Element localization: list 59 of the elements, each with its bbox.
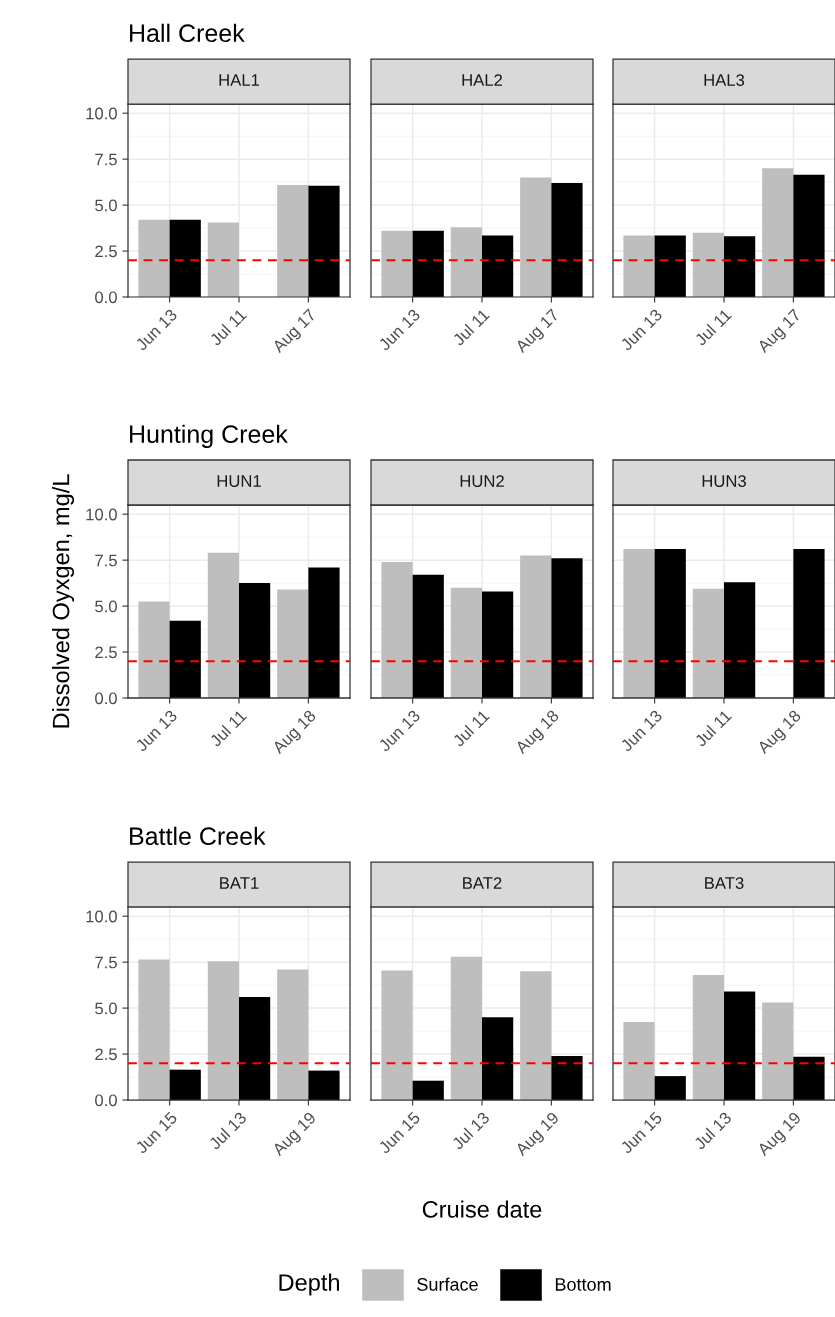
y-tick-label: 10.0 <box>86 508 117 521</box>
text: Hunting Creek <box>130 424 288 448</box>
x-tick-label: Jul 11 <box>208 307 248 347</box>
x-tick-label: Jul 11 <box>208 708 248 748</box>
x-tick-label: Jun 13 <box>377 308 421 352</box>
x-tick-label: Jun 13 <box>619 308 663 352</box>
text: Hall Creek <box>130 23 245 43</box>
text: Battle Creek <box>130 826 266 846</box>
chart-title: HAL3 <box>704 74 745 86</box>
x-tick-label: Jul 13 <box>450 1110 491 1151</box>
x-tick-label: Jun 15 <box>134 1111 178 1155</box>
x-tick-label: Aug 19 <box>756 1111 804 1159</box>
chart-title: BAT2 <box>463 877 502 889</box>
x-tick-label: Aug 19 <box>514 1111 562 1159</box>
y-tick-label: 7.5 <box>95 956 117 969</box>
chart-title: HAL1 <box>219 74 260 86</box>
y-tick-label: 5.0 <box>95 600 117 613</box>
y-tick-label: 5.0 <box>95 1002 117 1015</box>
chart-title: BAT3 <box>705 877 744 889</box>
y-tick-label: 0.0 <box>95 291 117 304</box>
y-tick-label: 2.5 <box>95 1048 117 1061</box>
x-tick-label: Aug 18 <box>756 709 804 757</box>
x-tick-label: Jun 13 <box>134 308 178 352</box>
x-tick-label: Aug 18 <box>514 709 562 757</box>
x-tick-label: Jul 11 <box>693 708 733 748</box>
chart-title: HAL2 <box>462 74 503 86</box>
legend-label: Bottom <box>555 1278 611 1291</box>
y-tick-label: 10.0 <box>86 107 117 120</box>
x-tick-label: Aug 17 <box>514 308 562 356</box>
x-axis-title: Cruise date <box>422 1200 542 1218</box>
y-tick-label: 0.0 <box>95 1094 117 1107</box>
y-tick-label: 10.0 <box>86 910 117 923</box>
x-tick-label: Jun 15 <box>619 1111 663 1155</box>
x-tick-label: Jun 13 <box>134 709 178 753</box>
chart-title: HUN1 <box>217 475 261 487</box>
chart-title: HUN3 <box>702 475 746 487</box>
x-tick-label: Jul 11 <box>451 307 491 347</box>
x-tick-label: Jun 13 <box>619 709 663 753</box>
chart-title: BAT1 <box>220 877 259 889</box>
legend-title: Depth <box>279 1273 340 1296</box>
x-tick-label: Jun 13 <box>377 709 421 753</box>
y-tick-label: 5.0 <box>95 199 117 212</box>
x-tick-label: Jul 13 <box>207 1110 248 1151</box>
legend-label: Surface <box>417 1277 478 1291</box>
y-tick-label: 7.5 <box>95 554 117 567</box>
x-tick-label: Jul 13 <box>692 1110 733 1151</box>
x-tick-label: Aug 17 <box>756 308 804 356</box>
y-tick-label: 2.5 <box>95 245 117 258</box>
x-tick-label: Aug 17 <box>271 308 319 356</box>
x-tick-label: Aug 18 <box>271 709 319 757</box>
x-tick-label: Jul 11 <box>451 708 491 748</box>
chart-title: HUN2 <box>460 475 504 487</box>
y-tick-label: 0.0 <box>95 692 117 705</box>
y-axis-title: Dissolved Oyxgen, mg/L <box>52 474 75 728</box>
x-tick-label: Jun 15 <box>377 1111 421 1155</box>
x-tick-label: Aug 19 <box>271 1111 319 1159</box>
y-tick-label: 7.5 <box>95 153 117 166</box>
y-tick-label: 2.5 <box>95 646 117 659</box>
x-tick-label: Jul 11 <box>693 307 733 347</box>
